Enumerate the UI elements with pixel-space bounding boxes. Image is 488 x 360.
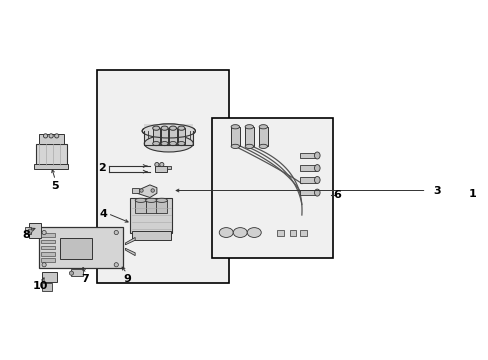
Bar [300,165,315,171]
Bar [145,200,157,213]
Ellipse shape [152,141,160,146]
Bar [300,190,315,195]
Bar [71,269,83,276]
Ellipse shape [244,125,253,129]
Bar [131,231,170,239]
Ellipse shape [156,198,167,202]
Bar [300,177,315,183]
Ellipse shape [114,263,118,267]
Bar [155,166,167,172]
Ellipse shape [42,230,46,235]
Bar [178,128,184,144]
Ellipse shape [42,263,46,267]
Bar [169,128,176,144]
Text: 6: 6 [333,190,341,200]
Bar [156,200,167,213]
Ellipse shape [152,126,160,130]
Bar [42,283,52,291]
Text: 1: 1 [468,189,476,199]
Ellipse shape [244,144,253,148]
Bar [244,127,253,147]
Text: 7: 7 [81,274,88,284]
Ellipse shape [259,125,267,129]
Ellipse shape [55,134,59,138]
Ellipse shape [314,152,320,159]
Bar [131,188,139,193]
Bar [277,230,283,236]
Ellipse shape [231,144,239,148]
Bar [97,70,228,283]
Bar [25,227,31,234]
Ellipse shape [43,134,47,138]
Bar [231,127,239,147]
Ellipse shape [161,141,168,146]
Ellipse shape [69,271,73,275]
Ellipse shape [314,189,320,196]
Bar [36,144,66,165]
Bar [41,233,55,237]
Ellipse shape [259,144,267,148]
Bar [161,128,168,144]
Ellipse shape [314,165,320,172]
Ellipse shape [178,126,184,130]
Bar [152,128,160,144]
Text: 10: 10 [32,281,47,291]
Ellipse shape [145,198,157,202]
Bar [42,272,57,282]
Ellipse shape [155,162,159,167]
Bar [39,227,123,267]
Ellipse shape [28,229,32,233]
Polygon shape [137,185,157,198]
Bar [300,153,315,158]
Bar [300,230,306,236]
Ellipse shape [169,126,176,130]
Ellipse shape [314,176,320,184]
Ellipse shape [151,189,154,192]
Ellipse shape [233,228,247,238]
Ellipse shape [219,228,233,238]
Ellipse shape [140,189,143,192]
Text: 4: 4 [100,209,107,219]
Ellipse shape [247,228,261,238]
Bar [29,223,41,238]
Bar [259,127,267,147]
Polygon shape [125,248,135,256]
Ellipse shape [49,134,53,138]
Ellipse shape [169,141,176,146]
Bar [144,124,193,145]
Text: 2: 2 [98,163,106,173]
Bar [212,118,333,258]
Text: 8: 8 [22,230,30,240]
Bar [135,200,146,213]
Ellipse shape [142,124,195,138]
Ellipse shape [231,125,239,129]
Bar [60,238,92,259]
Bar [166,166,170,170]
Bar [41,239,55,243]
Ellipse shape [114,230,118,235]
Bar [41,252,55,256]
Ellipse shape [161,126,168,130]
Bar [41,258,55,262]
Text: 3: 3 [432,185,440,195]
Text: 9: 9 [123,274,131,284]
Ellipse shape [160,162,163,167]
Bar [289,230,296,236]
Bar [39,135,63,144]
Ellipse shape [135,198,146,202]
Bar [130,198,172,233]
Polygon shape [125,238,135,245]
Bar [41,246,55,249]
Text: 5: 5 [51,181,59,190]
Bar [34,164,68,170]
Ellipse shape [144,135,193,152]
Ellipse shape [178,141,184,146]
